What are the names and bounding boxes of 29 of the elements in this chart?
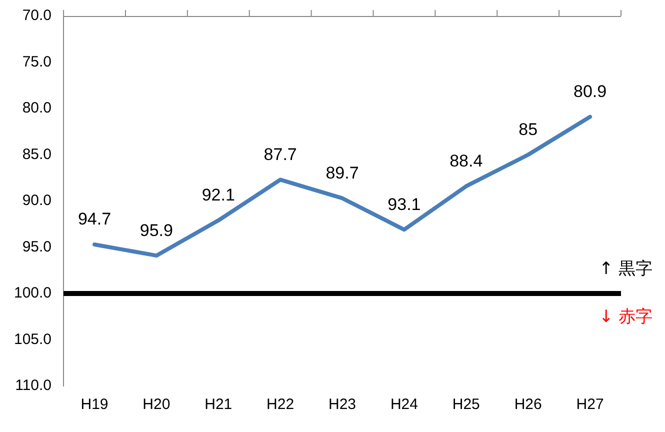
x-tick-label: H19: [80, 396, 108, 414]
y-tick-label: 110.0: [15, 377, 52, 394]
annotation: ↑ 黒字: [599, 258, 653, 279]
y-tick-label: 100.0: [14, 284, 52, 302]
x-tick-label: H24: [390, 396, 418, 414]
data-label: 87.7: [264, 144, 297, 164]
x-tick-label: H21: [204, 396, 232, 414]
y-tick-label: 90.0: [22, 192, 52, 210]
data-label: 95.9: [140, 220, 173, 240]
y-tick-label: 70.0: [22, 7, 52, 24]
x-tick-label: H23: [328, 396, 356, 414]
data-label: 80.9: [573, 82, 607, 102]
x-tick-label: H20: [142, 396, 170, 414]
data-label: 93.1: [388, 194, 421, 214]
data-label: 94.7: [78, 210, 112, 229]
x-tick-label: H26: [514, 396, 542, 414]
data-label: 89.7: [326, 163, 359, 182]
data-label: 85: [518, 120, 538, 139]
x-tick-label: H25: [452, 396, 480, 414]
y-tick-label: 85.0: [22, 146, 52, 163]
y-tick-label: 105.0: [14, 330, 52, 348]
annotation: ↓ 赤字: [599, 306, 653, 327]
y-tick-label: 80.0: [22, 100, 52, 117]
y-tick-label: 95.0: [22, 238, 52, 256]
y-tick-label: 75.0: [22, 53, 52, 70]
x-tick-label: H27: [576, 396, 604, 414]
data-label: 88.4: [450, 151, 483, 170]
data-label: 92.1: [202, 186, 235, 205]
x-tick-label: H22: [266, 396, 294, 414]
